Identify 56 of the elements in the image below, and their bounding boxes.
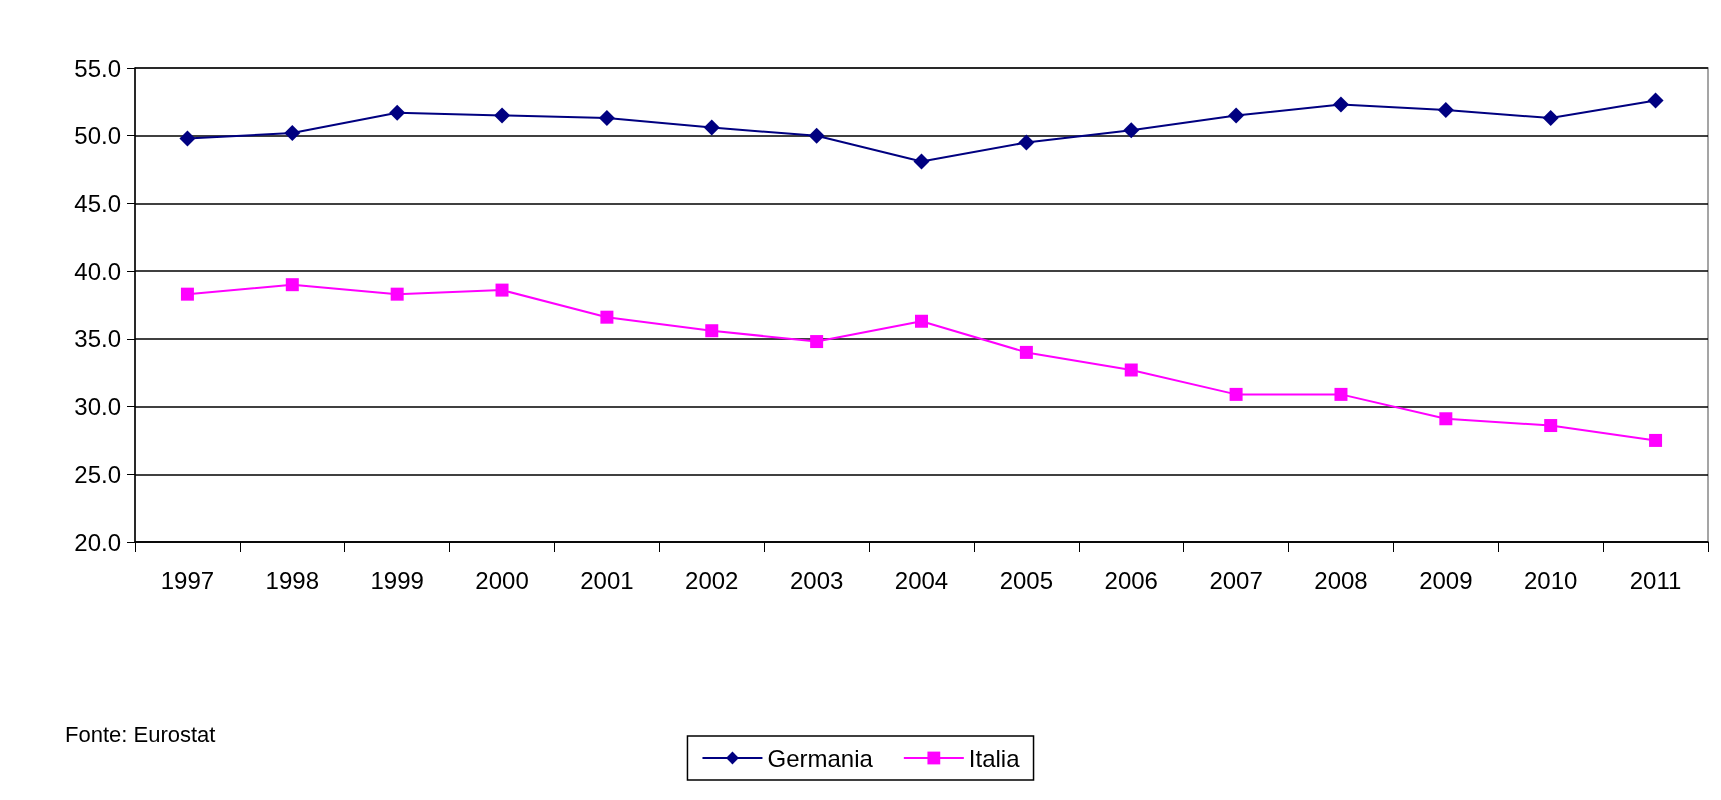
point [1229,387,1243,401]
point [179,130,196,147]
point [808,127,825,144]
x-tick-label: 2007 [1209,566,1263,594]
point [703,119,720,136]
point [285,278,299,292]
x-tick-label: 2004 [894,566,949,594]
x-tick-label: 2011 [1629,566,1682,594]
point [913,153,930,170]
y-tick-label: 40.0 [74,257,121,285]
y-tick-label: 50.0 [74,122,121,150]
y-tick-label: 35.0 [74,325,121,353]
source-note: Fonte: Eurostat [65,721,216,747]
point [598,110,615,127]
y-tick-label: 55.0 [74,54,121,82]
x-tick-label: 1998 [265,566,319,594]
x-tick-label: 2003 [789,566,844,594]
x-tick-label: 2009 [1419,566,1473,594]
point [1018,134,1035,151]
y-tick-label: 20.0 [74,528,121,556]
point [1542,110,1559,127]
x-tick-label: 2001 [580,566,634,594]
y-tick-label: 45.0 [74,189,121,217]
x-tick-label: 2005 [999,566,1054,594]
legend-label: Italia [968,744,1021,772]
point [1019,345,1033,359]
x-tick-label: 1999 [370,566,424,594]
point [1228,107,1245,124]
point [1332,96,1349,113]
x-tick-label: 2006 [1104,566,1158,594]
point [390,287,404,301]
point [180,287,194,301]
point [810,335,824,349]
x-tick-label: 2000 [475,566,529,594]
legend-label: Germania [767,744,874,772]
point [600,310,614,324]
point [1439,412,1453,426]
point [1123,122,1140,139]
point [494,107,511,124]
x-tick-label: 1997 [160,566,215,594]
point [389,104,406,121]
point [915,314,928,328]
x-tick-label: 2008 [1314,566,1368,594]
point [705,324,719,338]
x-tick-label: 2002 [685,566,739,594]
point [1437,101,1454,118]
y-tick-label: 25.0 [74,460,121,488]
point [1544,419,1558,433]
point [1124,363,1138,377]
y-tick-label: 30.0 [74,393,121,421]
x-tick-label: 2010 [1524,566,1578,594]
point [1334,387,1348,401]
point [284,125,301,142]
point [495,283,509,297]
point [1649,433,1663,447]
point [1647,92,1664,109]
